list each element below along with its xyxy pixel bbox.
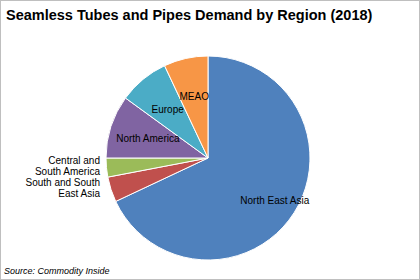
slice-label: South and SouthEast Asia	[25, 177, 100, 199]
pie	[106, 56, 310, 260]
title: Seamless Tubes and Pipes Demand by Regio…	[6, 7, 373, 23]
pie-slice	[106, 158, 208, 177]
slice-label: Europe	[152, 104, 185, 115]
source: Source: Commodity Inside	[4, 266, 110, 276]
slice-labels: North East Asia South and SouthEast AsiaC…	[25, 91, 309, 206]
slice-label: North America	[116, 133, 180, 144]
chart: Seamless Tubes and Pipes Demand by Regio…	[0, 0, 420, 280]
chart-frame	[1, 1, 420, 280]
slice-label: North East Asia	[240, 195, 309, 206]
slice-label: Central andSouth America	[35, 155, 100, 177]
slice-label: MEAO	[179, 91, 209, 102]
